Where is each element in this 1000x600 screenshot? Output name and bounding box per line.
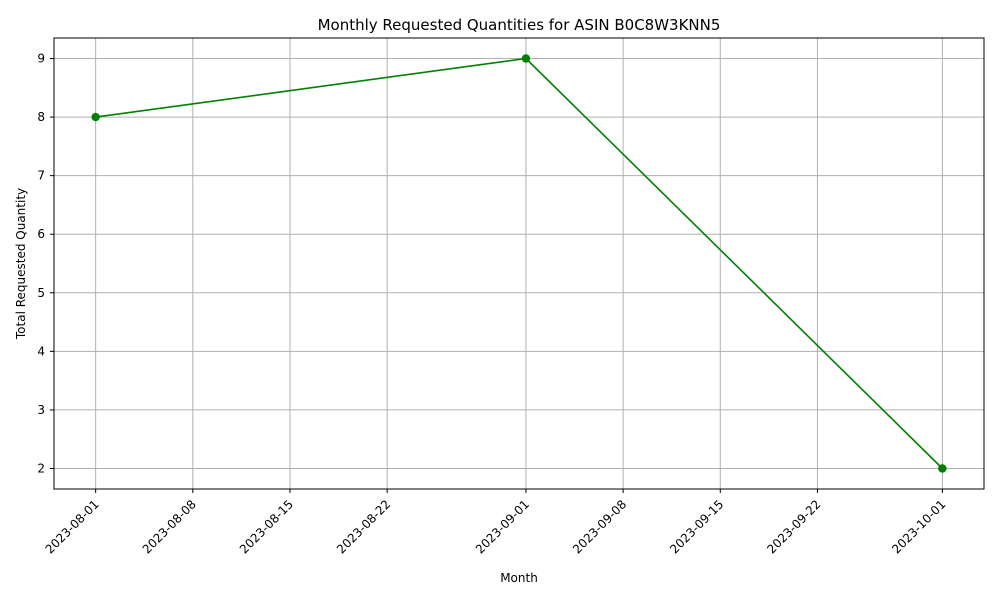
- series-layer: [91, 54, 947, 473]
- data-point: [521, 54, 531, 63]
- y-tick-label: 4: [37, 344, 45, 358]
- data-point: [938, 464, 947, 473]
- y-axis-label: Total Requested Quantity: [14, 188, 28, 340]
- x-tick-label: 2023-08-22: [334, 497, 393, 556]
- x-axis: 2023-08-01 2023-08-08 2023-08-15 2023-08-22…: [43, 489, 948, 556]
- x-axis-label: Month: [500, 571, 538, 585]
- y-tick-label: 8: [37, 110, 45, 124]
- y-tick-label: 2: [37, 462, 45, 476]
- chart-title: Monthly Requested Quantities for ASIN B0…: [318, 16, 721, 34]
- x-tick-label: 2023-10-01: [889, 497, 948, 556]
- plot-frame: [53, 37, 985, 490]
- data-point: [91, 112, 100, 122]
- x-tick-label: 2023-09-08: [570, 497, 629, 556]
- y-tick-label: 6: [37, 227, 45, 241]
- y-axis: 2 3 4 5 6 7 8 9: [37, 52, 54, 476]
- y-tick-label: 7: [37, 169, 45, 183]
- x-tick-label: 2023-09-22: [764, 497, 823, 556]
- y-tick-label: 3: [37, 403, 45, 417]
- series-line: [95, 57, 943, 470]
- y-tick-label: 9: [37, 52, 45, 66]
- x-tick-label: 2023-08-08: [140, 497, 199, 556]
- y-tick-label: 5: [37, 286, 45, 300]
- x-tick-label: 2023-09-15: [667, 497, 726, 556]
- grid: [54, 38, 984, 489]
- x-tick-label: 2023-08-01: [43, 497, 102, 556]
- x-tick-label: 2023-09-01: [473, 497, 532, 556]
- x-tick-label: 2023-08-15: [237, 497, 296, 556]
